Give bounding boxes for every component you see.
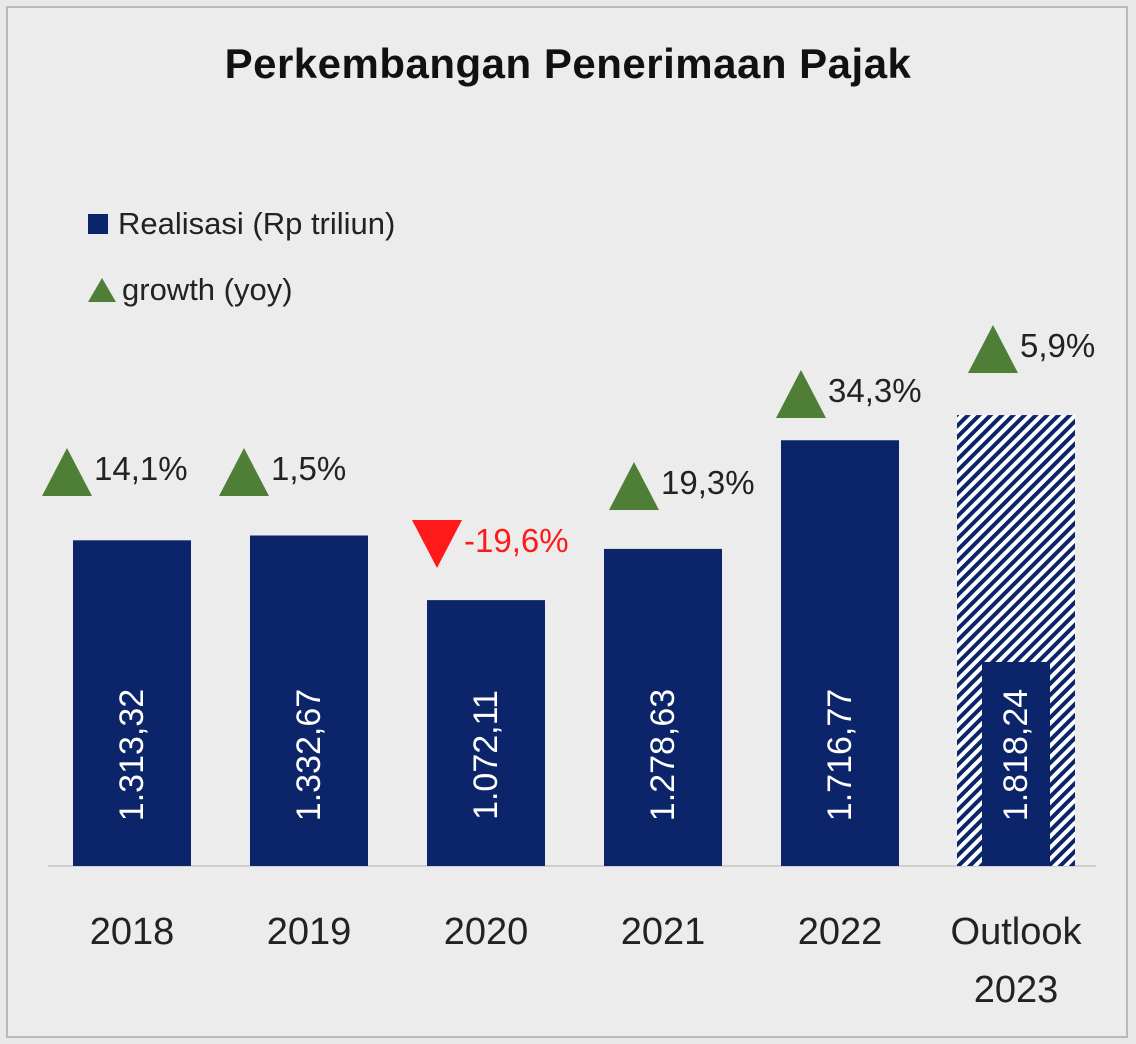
growth-up-triangle [968,325,1018,373]
bar-projected-label-box [982,662,1050,866]
x-tick-label: 2020 [444,911,529,953]
bar [604,548,722,866]
growth-label: 34,3% [828,372,922,409]
bar-value-label: 1.278,63 [644,689,682,821]
x-tick-label: 2023 [974,969,1059,1011]
growth-up-triangle [609,462,659,510]
growth-label: 1,5% [271,450,346,487]
chart-title: Perkembangan Penerimaan Pajak [224,40,912,87]
growth-label: -19,6% [464,522,569,559]
growth-up-triangle [219,448,269,496]
x-tick-label: 2022 [798,911,883,953]
growth-label: 14,1% [94,450,188,487]
bar [427,600,545,866]
bar-value-label: 1.332,67 [290,689,328,821]
growth-down-triangle [412,520,462,568]
legend-growth-label: growth (yoy) [122,272,293,307]
bar [73,540,191,866]
x-tick-label: 2021 [621,911,706,953]
growth-label: 19,3% [661,464,755,501]
bar-value-label: 1.818,24 [997,689,1035,821]
growth-up-triangle [776,370,826,418]
bar [250,535,368,866]
legend-realisasi: Realisasi (Rp triliun) [88,206,395,242]
x-tick-label: 2018 [90,911,175,953]
growth-up-triangle [42,448,92,496]
growth-label: 5,9% [1020,327,1095,364]
x-tick-label: 2019 [267,911,352,953]
bar [781,440,899,866]
legend-triangle-icon [88,278,116,302]
x-tick-label: Outlook [951,911,1083,953]
legend-square-icon [88,214,108,234]
bar-value-label: 1.313,32 [113,689,151,821]
bar-value-label: 1.072,11 [467,690,505,820]
bar-value-label: 1.716,77 [821,689,859,821]
legend-realisasi-label: Realisasi (Rp triliun) [118,206,396,241]
legend-growth: growth (yoy) [88,272,293,308]
